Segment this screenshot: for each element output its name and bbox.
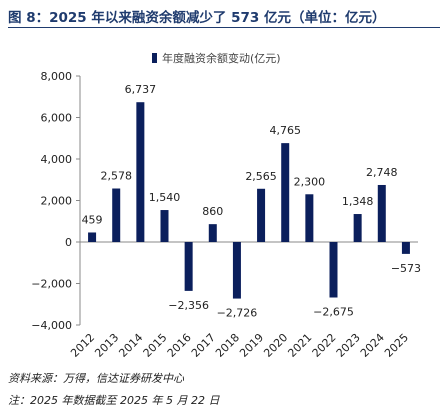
bar-chart: 年度融资余额变动(亿元) −4,000 −2,000 0 2,000 4,000 6,00… (31, 51, 421, 360)
x-tick-label: 2024 (358, 331, 387, 360)
y-tick-label: 8,000 (41, 70, 73, 83)
data-label-2024: 2,748 (366, 166, 398, 179)
data-label-2014: 6,737 (125, 83, 157, 96)
data-label-2013: 2,578 (100, 170, 132, 183)
title-divider (8, 27, 440, 28)
bar-2014 (136, 102, 145, 243)
chart-axes: −4,000 −2,000 0 2,000 4,000 6,000 8,000 (31, 70, 418, 332)
y-tick-label: 0 (65, 236, 72, 249)
y-tick-label: 2,000 (41, 195, 73, 208)
bar-2021 (305, 194, 314, 242)
data-label-2023: 1,348 (342, 195, 374, 208)
x-tick-label: 2014 (116, 331, 145, 360)
source-note: 资料来源：万得，信达证券研发中心 (8, 372, 184, 385)
x-tick-label: 2019 (237, 331, 266, 360)
x-tick-label: 2012 (68, 331, 97, 360)
chart-bars (88, 102, 410, 299)
data-label-2017: 860 (202, 205, 223, 218)
data-label-2016: −2,356 (168, 299, 209, 312)
y-tick-label: −2,000 (31, 278, 72, 291)
data-label-2022: −2,675 (313, 306, 354, 319)
bar-2013 (112, 188, 121, 242)
bar-2015 (160, 210, 169, 242)
bar-2024 (377, 184, 386, 242)
x-tick-label: 2022 (310, 331, 339, 360)
bar-2016 (184, 242, 193, 291)
bar-2019 (257, 188, 266, 242)
legend-swatch (152, 53, 157, 63)
x-tick-label: 2017 (189, 331, 218, 360)
data-label-2018: −2,726 (217, 307, 258, 320)
data-label-2025: −573 (391, 262, 421, 275)
y-tick-label: 6,000 (41, 112, 73, 125)
bar-2025 (401, 242, 410, 254)
bar-2018 (232, 242, 241, 299)
y-tick-label: 4,000 (41, 153, 73, 166)
bar-2012 (88, 232, 97, 242)
figure-title: 图 8：2025 年以来融资余额减少了 573 亿元（单位：亿元） (8, 10, 386, 26)
chart-data-labels: 459 2,578 6,737 1,540 −2,356 860 −2,726 2,565 4,… (82, 83, 421, 319)
data-label-2020: 4,765 (269, 124, 301, 137)
y-tick-label: −4,000 (31, 319, 72, 332)
x-tick-label: 2018 (213, 331, 242, 360)
footnote: 注：2025 年数据截至 2025 年 5 月 22 日 (8, 394, 220, 407)
x-tick-label: 2023 (334, 331, 363, 360)
x-tick-label: 2020 (261, 331, 290, 360)
x-tick-label: 2015 (141, 331, 170, 360)
x-axis-ticks: 2012201320142015201620172018201920202021… (68, 331, 411, 360)
data-label-2012: 459 (82, 213, 103, 226)
bar-2023 (353, 214, 362, 242)
bar-2020 (281, 143, 290, 242)
data-label-2015: 1,540 (149, 191, 181, 204)
x-tick-label: 2021 (285, 331, 314, 360)
x-tick-label: 2013 (92, 331, 121, 360)
legend-label: 年度融资余额变动(亿元) (162, 51, 281, 65)
x-tick-label: 2025 (382, 331, 411, 360)
data-label-2019: 2,565 (245, 170, 277, 183)
data-label-2021: 2,300 (294, 175, 326, 188)
bar-2022 (329, 242, 338, 298)
chart-legend: 年度融资余额变动(亿元) (152, 51, 281, 65)
x-tick-label: 2016 (165, 331, 194, 360)
bar-2017 (208, 224, 217, 242)
